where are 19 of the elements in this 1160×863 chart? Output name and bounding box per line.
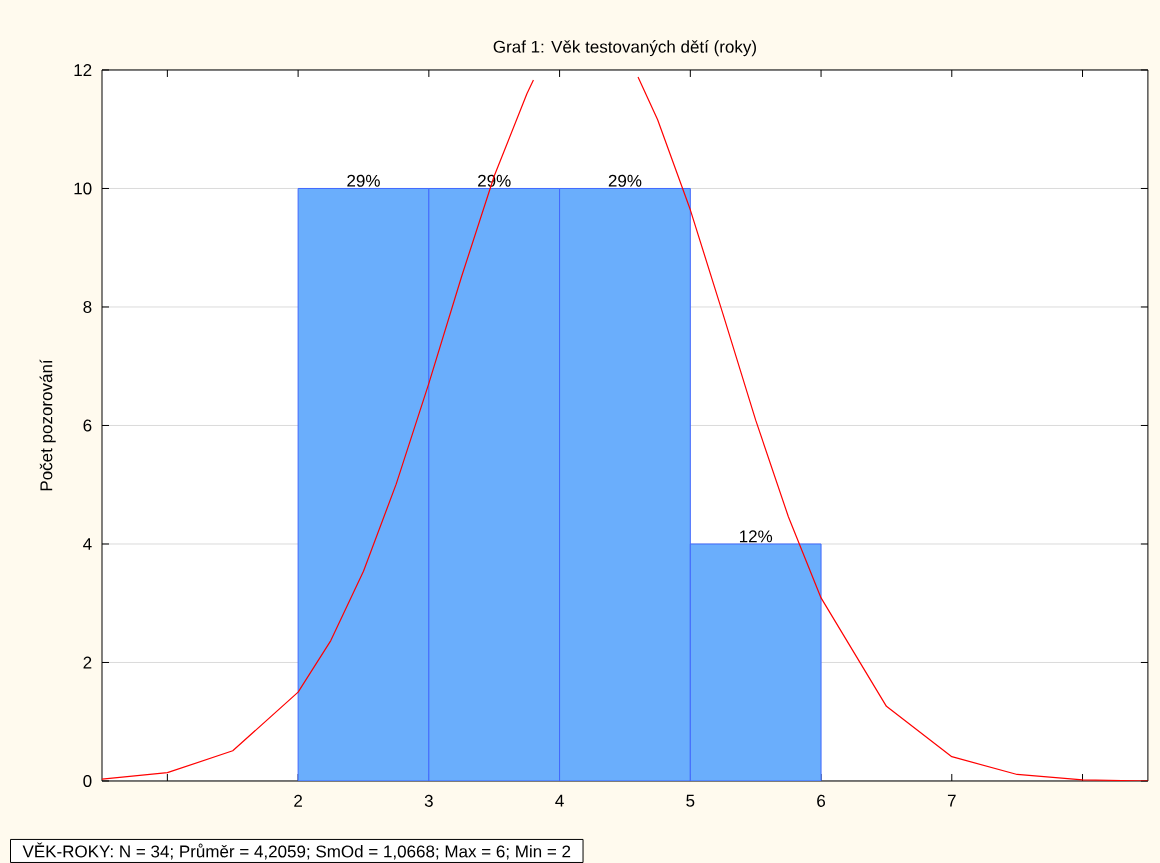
annotation: 12% [739,530,773,543]
x-tick-label: 7 [947,794,956,807]
text: VĚK-ROKY: N = 34; Průměr = 4,2059; SmOd = 1,0668; Max = 6; Min = 2 [22,842,571,860]
y-tick-label: 12 [74,64,92,76]
y-tick-label: 4 [83,538,92,550]
y-tick-label: 2 [83,656,92,669]
y-tick-label: 0 [83,774,92,788]
x-tick-label: 2 [294,794,302,807]
annotation: 29% [347,174,380,187]
x-tick-label: 5 [686,794,695,807]
x-tick-label: 3 [424,794,433,807]
y-tick-label: 8 [83,300,92,314]
chart-title: Graf 1: Věk testovaných dětí (roky) [493,40,756,57]
y-tick-label: 10 [74,182,92,195]
x-tick-label: 6 [817,794,826,807]
y-axis-title: Počet pozorování [39,359,56,491]
annotation: 29% [608,174,642,187]
x-tick-label: 4 [555,794,564,807]
y-tick-label: 6 [83,419,92,432]
